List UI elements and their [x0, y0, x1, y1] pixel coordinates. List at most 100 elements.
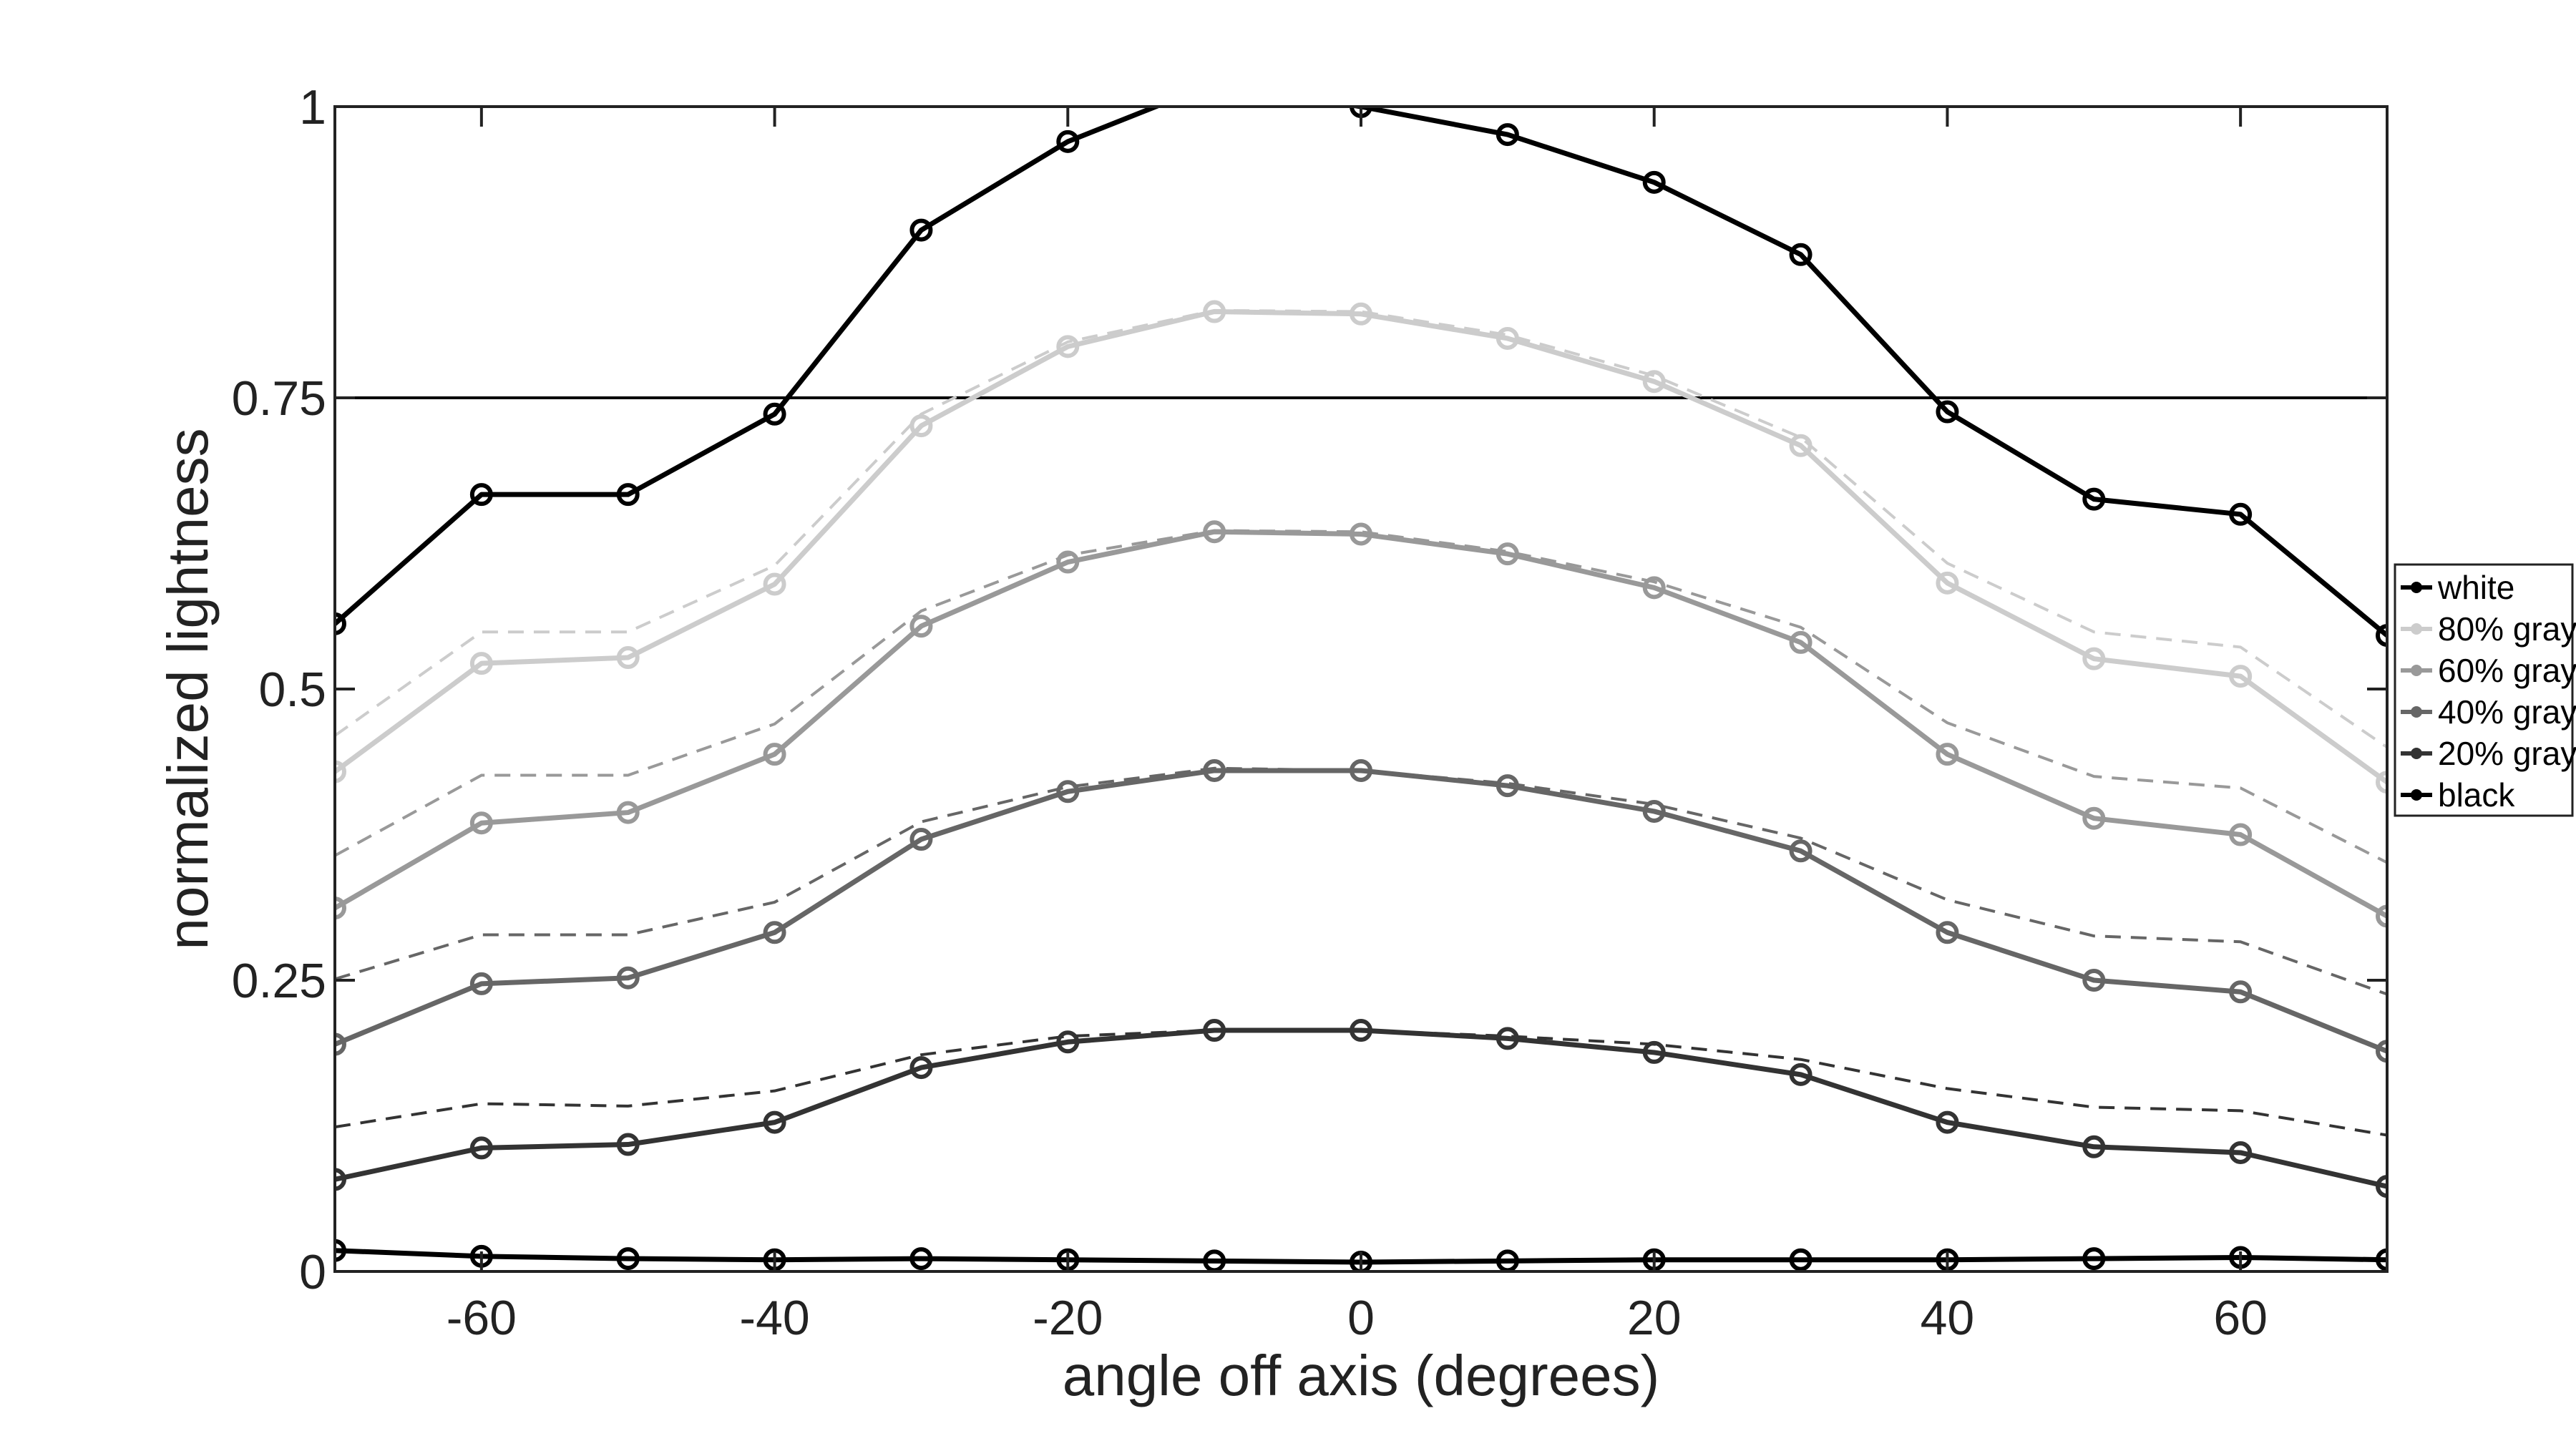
data-point-20-gray: [1789, 1063, 1813, 1086]
legend-swatch-marker: [2411, 748, 2422, 759]
data-point-40-gray: [763, 921, 786, 944]
x-axis-label: angle off axis (degrees): [1063, 1344, 1660, 1407]
legend-entry: black: [2438, 776, 2515, 814]
data-point-60-gray: [1496, 542, 1519, 566]
data-point-white: [335, 612, 346, 635]
data-point-white: [2229, 502, 2253, 526]
data-point-80-gray: [1350, 302, 1372, 326]
data-point-20-gray: [335, 1168, 346, 1191]
data-point-20-gray: [763, 1110, 786, 1134]
legend-swatch-marker: [2411, 706, 2422, 718]
data-point-20-gray: [2082, 1135, 2106, 1158]
legend-entry: 40% gray: [2438, 693, 2576, 731]
data-point-60-gray: [616, 801, 640, 824]
legend-box: [2394, 563, 2574, 817]
data-point-60-gray: [469, 811, 493, 835]
data-point-80-gray: [2376, 771, 2387, 794]
data-point-white: [1056, 130, 1080, 153]
data-point-40-gray: [1936, 921, 1959, 944]
legend-swatch-marker: [2411, 582, 2422, 593]
plot-frame: [333, 105, 2389, 1273]
data-point-60-gray: [2082, 806, 2106, 830]
data-point-40-gray: [469, 972, 493, 995]
data-point-40-gray: [2376, 1040, 2387, 1063]
legend-swatch-marker: [2411, 623, 2422, 635]
data-point-white: [909, 218, 933, 242]
data-point-40-gray: [2082, 969, 2106, 992]
data-point-60-gray: [1056, 550, 1080, 574]
data-point-black: [335, 1239, 346, 1262]
x-tick-label: 20: [1627, 1291, 1682, 1345]
data-point-20-gray: [1936, 1110, 1959, 1134]
data-point-white: [469, 483, 493, 507]
data-point-white: [763, 402, 786, 426]
data-point-20-gray: [1056, 1030, 1080, 1054]
series-line-80-gray: [335, 309, 2387, 785]
y-tick-label: 0.25: [232, 954, 326, 1008]
data-point-80-gray: [1056, 335, 1080, 358]
data-point-80-gray: [1936, 571, 1959, 595]
legend-swatch-marker: [2411, 665, 2422, 676]
data-point-40-gray: [1056, 780, 1080, 804]
y-tick-label: 1: [299, 80, 326, 135]
reference-line-60-gray: [335, 529, 2387, 864]
data-point-80-gray: [909, 414, 933, 438]
data-point-60-gray: [1203, 520, 1226, 544]
legend-entry: 60% gray: [2438, 652, 2576, 689]
legend-entry: white: [2437, 569, 2514, 606]
reference-line-40-gray: [335, 766, 2387, 996]
series-line-40-gray: [335, 768, 2387, 1054]
y-tick-label: 0.5: [258, 663, 326, 717]
data-point-60-gray: [1642, 576, 1666, 600]
data-point-60-gray: [1350, 522, 1372, 546]
x-tick-label: 40: [1921, 1291, 1975, 1345]
legend-entry: 80% gray: [2438, 610, 2576, 648]
y-tick-label: 0.75: [232, 371, 326, 426]
data-point-80-gray: [1203, 300, 1226, 323]
data-point-80-gray: [469, 652, 493, 675]
data-point-80-gray: [1496, 326, 1519, 350]
data-point-black: [2082, 1247, 2106, 1271]
x-tick-label: -60: [447, 1291, 517, 1345]
data-point-60-gray: [909, 615, 933, 638]
legend-entry: 20% gray: [2438, 735, 2576, 772]
data-point-white: [1936, 400, 1959, 424]
data-point-40-gray: [1642, 799, 1666, 823]
y-axis-label: normalized lightness: [156, 428, 220, 949]
x-tick-label: -20: [1033, 1291, 1103, 1345]
data-point-80-gray: [2229, 665, 2253, 688]
data-point-black: [1789, 1248, 1813, 1271]
data-point-80-gray: [616, 646, 640, 670]
data-point-white: [1789, 243, 1813, 266]
data-point-40-gray: [616, 966, 640, 990]
data-point-20-gray: [1203, 1019, 1226, 1042]
data-point-60-gray: [2229, 823, 2253, 846]
data-point-black: [616, 1247, 640, 1271]
data-point-40-gray: [909, 828, 933, 851]
legend-swatch-marker: [2411, 789, 2422, 801]
data-point-20-gray: [909, 1056, 933, 1080]
data-point-40-gray: [1350, 758, 1372, 782]
data-point-20-gray: [1496, 1027, 1519, 1050]
data-point-white: [2376, 624, 2387, 648]
reference-line-20-gray: [335, 1029, 2387, 1137]
data-point-80-gray: [2082, 647, 2106, 670]
data-point-80-gray: [1789, 434, 1813, 457]
data-point-black: [909, 1247, 933, 1271]
data-point-40-gray: [1789, 839, 1813, 863]
data-point-60-gray: [335, 897, 346, 920]
data-point-white: [616, 483, 640, 507]
data-point-black: [2376, 1248, 2387, 1271]
data-point-white: [2082, 487, 2106, 511]
series-line-60-gray: [335, 529, 2387, 919]
data-point-80-gray: [335, 760, 346, 783]
data-point-40-gray: [1203, 758, 1226, 782]
reference-line-80-gray: [335, 308, 2387, 749]
data-point-20-gray: [1350, 1019, 1372, 1042]
data-point-40-gray: [335, 1032, 346, 1056]
data-point-20-gray: [469, 1136, 493, 1160]
data-point-80-gray: [1642, 370, 1666, 394]
data-point-80-gray: [763, 572, 786, 596]
x-tick-label: 0: [1347, 1291, 1375, 1345]
